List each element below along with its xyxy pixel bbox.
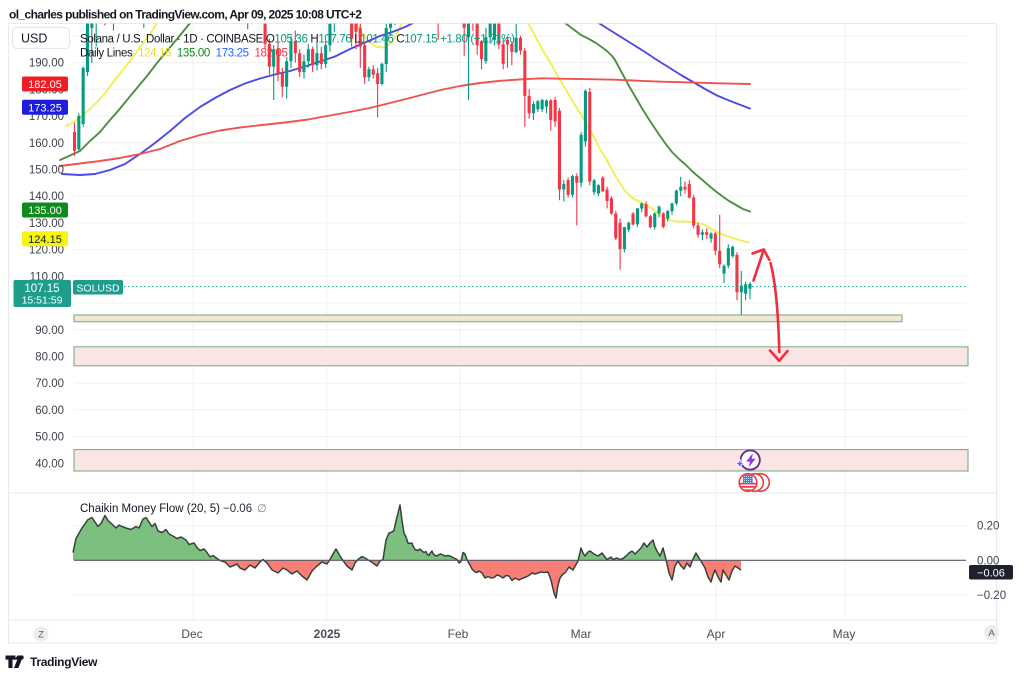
- svg-text:Z: Z: [38, 630, 44, 641]
- svg-text:140.00: 140.00: [29, 191, 64, 203]
- svg-text:160.00: 160.00: [29, 138, 64, 150]
- svg-text:Dec: Dec: [181, 627, 202, 641]
- svg-text:130.00: 130.00: [29, 218, 64, 230]
- svg-text:May: May: [833, 627, 856, 641]
- svg-text:Apr: Apr: [707, 627, 726, 641]
- svg-text:15:51:59: 15:51:59: [22, 295, 63, 307]
- svg-text:107.15: 107.15: [24, 283, 59, 295]
- svg-text:−0.20: −0.20: [977, 590, 1006, 602]
- svg-text:SOLUSD: SOLUSD: [76, 282, 120, 294]
- svg-text:40.00: 40.00: [35, 458, 64, 470]
- svg-text:ol_charles published on Tradin: ol_charles published on TradingView.com,…: [9, 8, 362, 22]
- svg-text:Mar: Mar: [571, 627, 592, 641]
- svg-text:USD: USD: [21, 32, 47, 46]
- svg-text:0.00: 0.00: [977, 555, 999, 567]
- svg-text:Feb: Feb: [448, 627, 469, 641]
- svg-text:Solana / U.S. Dollar · 1D · CO: Solana / U.S. Dollar · 1D · COINBASE O10…: [80, 34, 515, 46]
- svg-text:A: A: [988, 628, 995, 639]
- svg-text:80.00: 80.00: [35, 352, 64, 364]
- svg-text:Chaikin Money Flow (20, 5): Chaikin Money Flow (20, 5): [80, 503, 220, 515]
- svg-text:70.00: 70.00: [35, 378, 64, 390]
- svg-text:∅: ∅: [257, 503, 267, 515]
- svg-text:−0.06: −0.06: [977, 567, 1005, 579]
- svg-text:150.00: 150.00: [29, 165, 64, 177]
- svg-text:60.00: 60.00: [35, 405, 64, 417]
- svg-text:Daily Lines 124.15 135.00 1: Daily Lines 124.15 135.00 173.25 182.05: [80, 48, 288, 60]
- svg-text:182.05: 182.05: [28, 79, 62, 91]
- svg-text:90.00: 90.00: [35, 325, 64, 337]
- svg-text:124.15: 124.15: [28, 234, 62, 246]
- svg-text:TradingView: TradingView: [30, 655, 98, 669]
- svg-text:120.00: 120.00: [29, 245, 64, 257]
- svg-text:190.00: 190.00: [29, 58, 64, 70]
- svg-text:2025: 2025: [314, 627, 341, 641]
- svg-text:50.00: 50.00: [35, 432, 64, 444]
- svg-text:0.20: 0.20: [977, 521, 999, 533]
- svg-text:135.00: 135.00: [28, 205, 62, 217]
- svg-text:−0.06: −0.06: [223, 503, 252, 515]
- svg-text:173.25: 173.25: [28, 102, 62, 114]
